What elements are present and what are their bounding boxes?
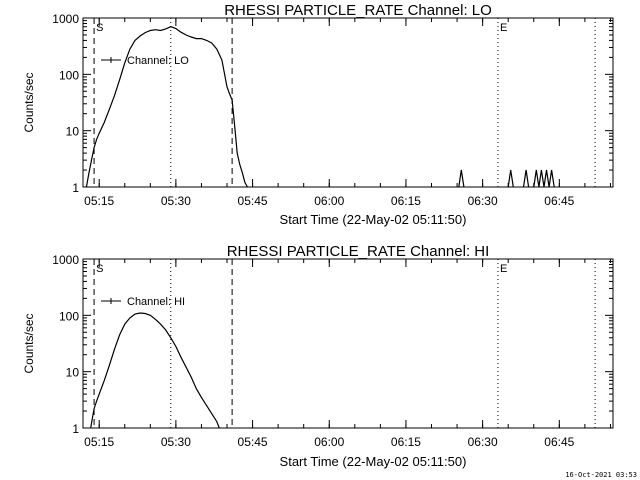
- chart-title: RHESSI PARTICLE_RATE Channel: HI: [227, 243, 490, 260]
- time-marker-label: S: [96, 263, 103, 275]
- y-tick-label: 10: [66, 125, 80, 139]
- time-marker-label: E: [500, 263, 507, 275]
- time-marker-label: S: [96, 22, 103, 34]
- y-tick-label: 100: [59, 68, 79, 82]
- x-tick-label: 05:30: [161, 435, 191, 449]
- x-tick-label: 06:30: [468, 194, 498, 208]
- x-tick-label: 05:15: [84, 435, 114, 449]
- plot-frame: [82, 17, 614, 188]
- x-tick-label: 06:15: [391, 435, 421, 449]
- x-tick-label: 05:30: [161, 194, 191, 208]
- y-tick-label: 1000: [52, 253, 79, 267]
- series-line: [522, 169, 530, 188]
- y-axis-label: Counts/sec: [22, 72, 36, 132]
- chart-title: RHESSI PARTICLE_RATE Channel: LO: [224, 2, 492, 19]
- x-tick-label: 06:00: [314, 194, 344, 208]
- y-tick-label: 1: [72, 181, 79, 195]
- series-line: [533, 169, 555, 188]
- series-line: [507, 169, 514, 188]
- lo-channel-panel: RHESSI PARTICLE_RATE Channel: LO 1 10 100 10…: [22, 2, 614, 227]
- x-tick-label: 06:15: [391, 194, 421, 208]
- x-tick-label: 06:45: [544, 435, 574, 449]
- y-tick-label: 100: [59, 309, 79, 323]
- plot-frame: [82, 258, 614, 429]
- y-tick-label: 10: [66, 366, 80, 380]
- x-tick-label: 06:00: [314, 435, 344, 449]
- time-marker-label: E: [500, 22, 507, 34]
- legend-label: Channel: HI: [127, 296, 185, 308]
- x-tick-label: 05:45: [238, 435, 268, 449]
- x-axis-label: Start Time (22-May-02 05:11:50): [280, 212, 467, 227]
- y-axis-label: Counts/sec: [22, 313, 36, 373]
- series-line: [85, 26, 249, 188]
- x-tick-label: 05:45: [238, 194, 268, 208]
- x-tick-label: 06:45: [544, 194, 574, 208]
- x-tick-label: 06:30: [468, 435, 498, 449]
- series-line: [458, 169, 465, 188]
- series-line: [90, 312, 220, 429]
- y-tick-label: 1: [72, 422, 79, 436]
- legend-label: Channel: LO: [127, 55, 189, 67]
- y-tick-label: 1000: [52, 12, 79, 26]
- x-tick-label: 05:15: [84, 194, 114, 208]
- hi-channel-panel: RHESSI PARTICLE_RATE Channel: HI 1 10 100 10…: [22, 243, 614, 469]
- generation-timestamp: 16-Oct-2021 03:53: [565, 471, 637, 479]
- x-axis-label: Start Time (22-May-02 05:11:50): [280, 454, 467, 469]
